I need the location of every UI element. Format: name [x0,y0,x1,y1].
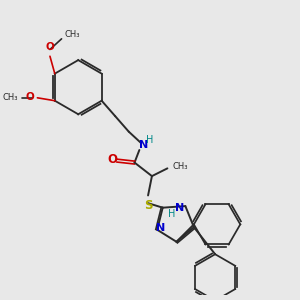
Text: S: S [144,199,152,212]
Text: N: N [139,140,148,150]
Text: H: H [146,135,154,145]
Text: O: O [26,92,34,102]
Text: H: H [168,209,175,219]
Text: CH₃: CH₃ [172,162,188,171]
Text: O: O [107,153,117,166]
Text: N: N [175,203,184,213]
Text: CH₃: CH₃ [3,93,18,102]
Text: CH₃: CH₃ [64,31,80,40]
Text: O: O [46,42,54,52]
Text: N: N [156,223,166,233]
